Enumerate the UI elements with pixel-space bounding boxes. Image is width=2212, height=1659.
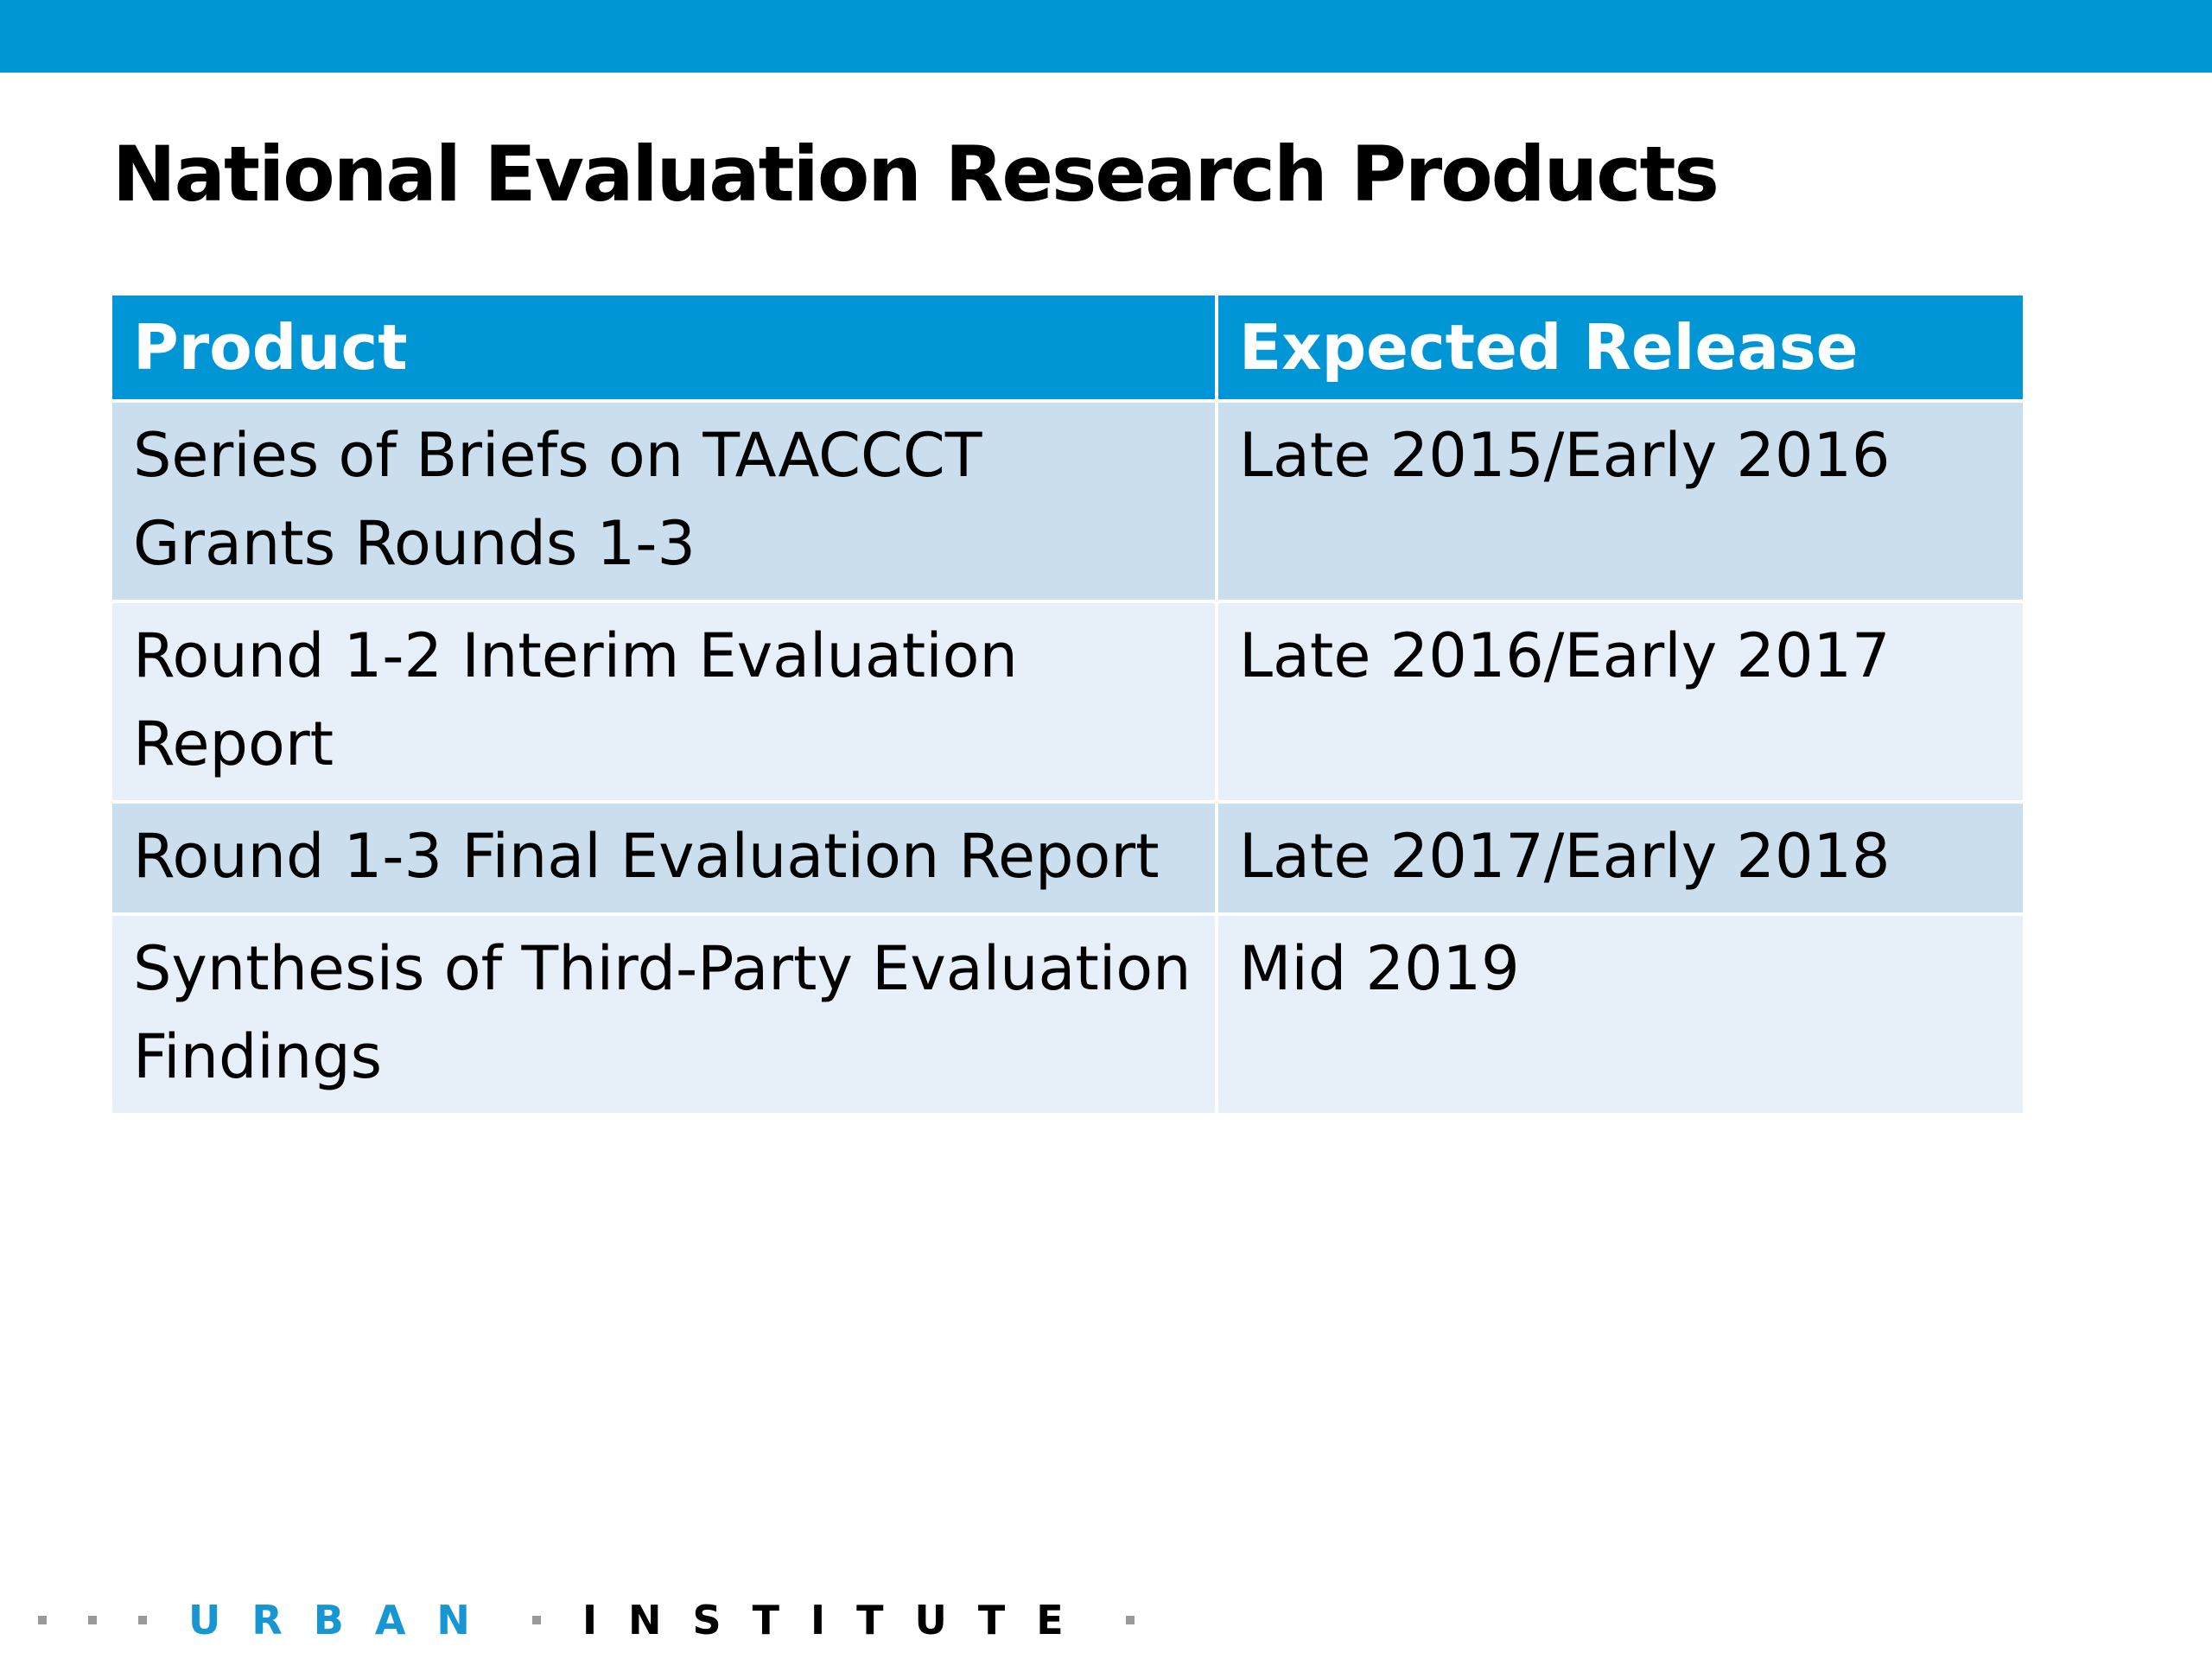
product-cell: Round 1-2 Interim Evaluation Report (112, 603, 1215, 800)
logo-word-institute: INSTITUTE (582, 1597, 1095, 1643)
release-cell: Late 2016/Early 2017 (1218, 603, 2023, 800)
logo-word-urban: URBAN (188, 1597, 501, 1643)
logo-dot-icon (38, 1616, 47, 1624)
logo-dot-icon (1125, 1616, 1135, 1624)
table-row: Round 1-2 Interim Evaluation Report Late… (112, 603, 2023, 800)
product-cell: Series of Briefs on TAACCCT Grants Round… (112, 403, 1215, 600)
top-banner-bar (0, 0, 2212, 73)
product-cell: Round 1-3 Final Evaluation Report (112, 804, 1215, 912)
logo-dot-icon (88, 1616, 97, 1624)
urban-institute-logo: URBAN INSTITUTE (38, 1590, 1135, 1650)
release-cell: Mid 2019 (1218, 916, 2023, 1113)
table-row: Series of Briefs on TAACCCT Grants Round… (112, 403, 2023, 600)
table-header-row: Product Expected Release (112, 296, 2023, 399)
release-cell: Late 2017/Early 2018 (1218, 804, 2023, 912)
table-row: Round 1-3 Final Evaluation Report Late 2… (112, 804, 2023, 912)
release-cell: Late 2015/Early 2016 (1218, 403, 2023, 600)
logo-dot-icon (531, 1616, 541, 1624)
table-row: Synthesis of Third-Party Evaluation Find… (112, 916, 2023, 1113)
product-cell: Synthesis of Third-Party Evaluation Find… (112, 916, 1215, 1113)
header-expected-release: Expected Release (1218, 296, 2023, 399)
products-table: Product Expected Release Series of Brief… (109, 292, 2026, 1116)
logo-dot-icon (138, 1616, 147, 1624)
slide-title: National Evaluation Research Products (112, 130, 1719, 219)
header-product: Product (112, 296, 1215, 399)
